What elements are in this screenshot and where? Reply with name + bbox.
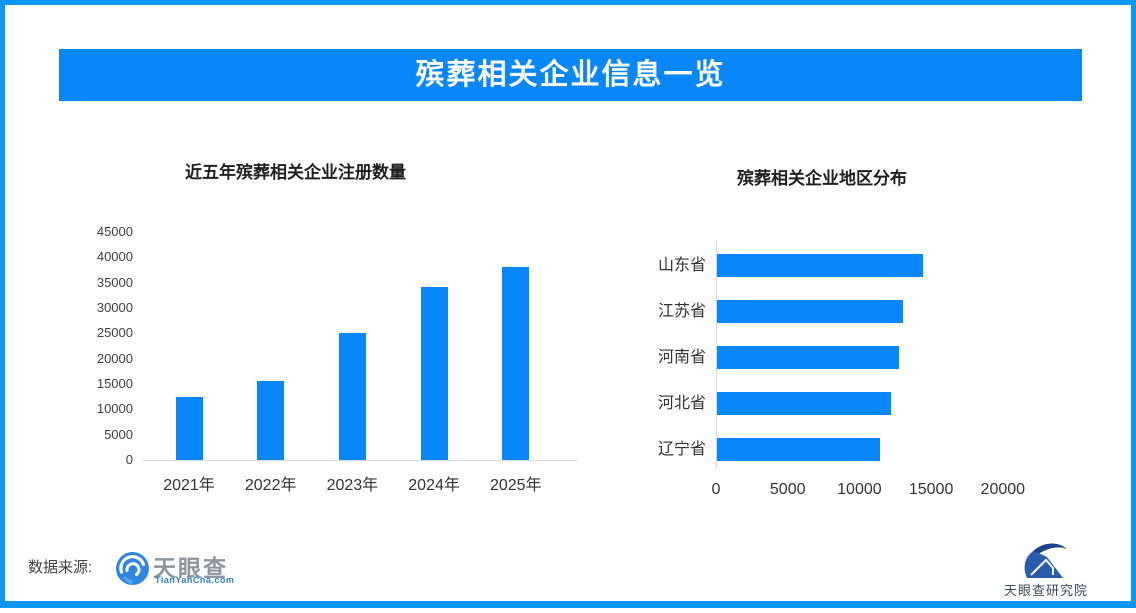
y-axis-tick-label: 5000 [104,426,133,442]
bar-2022年 [257,381,285,460]
x-axis-tick-label: 0 [711,481,721,498]
left-chart-x-axis-line [143,460,577,461]
y-axis-tick-label: 45000 [96,224,133,239]
y-axis-tick-label: 40000 [96,249,133,265]
tianyancha-logo-url: TianYanCha.com [155,575,235,585]
x-axis-tick-label: 5000 [769,481,806,498]
tianyancha-institute-icon [1020,540,1068,585]
x-axis-category-label: 2025年 [489,477,542,494]
data-source-label: 数据来源: [28,559,93,576]
bar-2025年 [502,267,530,460]
bar-2024年 [420,286,448,460]
category-label-河南省: 河南省 [657,349,706,366]
y-axis-tick-label: 25000 [96,325,133,341]
y-axis-tick-label: 35000 [96,274,133,290]
y-axis-tick-label: 20000 [96,350,133,366]
bar-山东省 [717,254,924,277]
category-label-辽宁省: 辽宁省 [657,441,706,458]
x-axis-category-label: 2022年 [244,477,297,494]
category-label-江苏省: 江苏省 [657,303,706,320]
bar-河南省 [717,346,900,369]
x-axis-tick-label: 15000 [908,481,954,498]
x-axis-category-label: 2021年 [163,477,215,494]
right-chart-y-axis-line [716,240,717,468]
y-axis-tick-label: 10000 [96,401,133,417]
x-axis-category-label: 2023年 [326,477,379,494]
x-axis-tick-label: 20000 [980,481,1026,498]
tianyancha-logo-text: 天眼查 [153,555,228,581]
right-chart-title: 殡葬相关企业地区分布 [737,169,907,188]
x-axis-category-label: 2024年 [408,477,460,494]
bar-2023年 [338,333,366,460]
bar-河北省 [717,392,891,415]
y-axis-tick-label: 30000 [96,300,133,315]
y-axis-tick-label: 0 [125,452,133,467]
bar-2021年 [175,397,203,460]
tianyancha-eye-icon [115,551,150,591]
title-banner: 殡葬相关企业信息一览 [59,49,1082,101]
x-axis-tick-label: 10000 [837,481,882,498]
bar-辽宁省 [717,438,881,461]
category-label-河北省: 河北省 [657,395,706,412]
y-axis-tick-label: 15000 [96,376,133,391]
left-chart-title: 近五年殡葬相关企业注册数量 [185,163,406,182]
bar-江苏省 [717,300,904,323]
research-institute-label: 天眼查研究院 [1003,583,1088,598]
category-label-山东省: 山东省 [657,257,706,274]
